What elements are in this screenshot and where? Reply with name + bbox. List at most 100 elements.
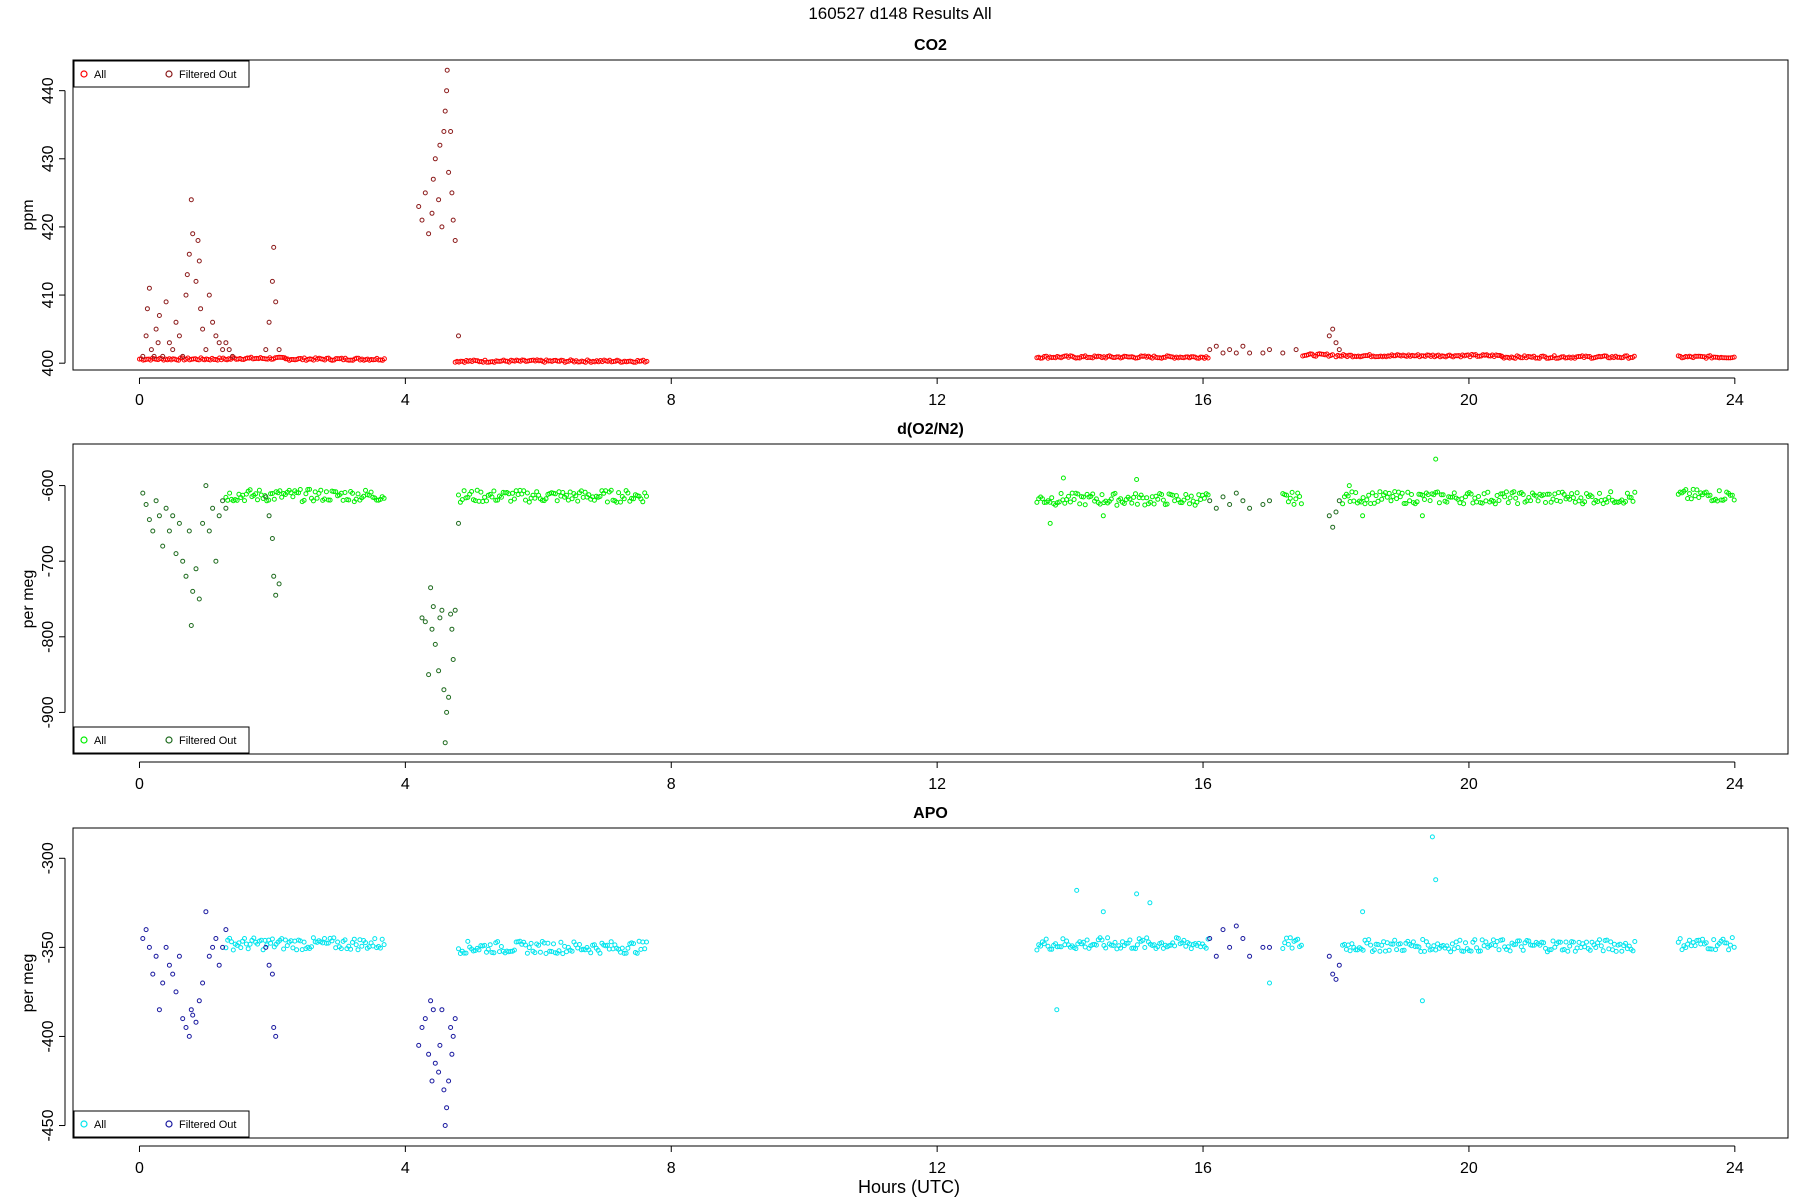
data-point [166, 528, 172, 534]
data-point [428, 585, 434, 591]
data-point [1038, 943, 1044, 949]
data-point [263, 944, 269, 950]
data-point [1134, 501, 1140, 507]
data-point [625, 945, 631, 951]
data-point [1414, 499, 1420, 505]
data-point [1503, 489, 1509, 495]
data-point [223, 505, 229, 511]
x-tick-label: 8 [667, 392, 676, 409]
data-point [331, 489, 337, 495]
data-point [276, 347, 282, 353]
data-point [1205, 355, 1211, 361]
data-point [282, 355, 288, 361]
data-point [1574, 490, 1580, 496]
data-point [1049, 946, 1055, 952]
y-axis-label: per meg [20, 570, 37, 629]
x-tick-label: 16 [1194, 392, 1212, 409]
data-point [449, 1051, 455, 1057]
data-point [1731, 354, 1737, 360]
data-point [476, 947, 482, 953]
data-point [1587, 947, 1593, 953]
x-tick-label: 20 [1460, 392, 1478, 409]
data-point [1203, 945, 1209, 951]
data-point [156, 1007, 162, 1013]
data-point [498, 944, 504, 949]
data-point [498, 494, 504, 500]
data-point [210, 944, 216, 950]
data-point [238, 945, 244, 951]
x-tick-label: 4 [401, 392, 410, 409]
data-point [1687, 491, 1692, 497]
data-point [456, 520, 461, 526]
data-point [1683, 487, 1689, 493]
data-point [230, 353, 235, 359]
data-point [359, 943, 365, 949]
data-point [183, 1025, 189, 1030]
data-point [1307, 351, 1313, 357]
data-point [1188, 946, 1194, 952]
data-point [1175, 935, 1181, 941]
data-point [1155, 496, 1161, 502]
data-point [220, 944, 226, 950]
data-point [1597, 937, 1602, 943]
data-point [1520, 492, 1526, 497]
data-point [1507, 495, 1513, 501]
data-point [1623, 940, 1628, 946]
data-point [1093, 942, 1099, 948]
data-point [1435, 489, 1441, 495]
data-point [450, 1033, 456, 1039]
data-point [355, 491, 361, 497]
data-point [545, 940, 551, 946]
data-point [256, 487, 262, 493]
data-point [569, 948, 575, 954]
data-point [213, 333, 219, 339]
data-point [363, 940, 368, 946]
data-point [1129, 500, 1135, 506]
data-point [448, 1025, 454, 1030]
data-point [1075, 491, 1081, 497]
data-point [186, 528, 192, 534]
y-tick-label: -450 [40, 1109, 57, 1141]
data-point [437, 1042, 443, 1048]
data-point [1293, 496, 1299, 502]
data-point [193, 278, 199, 284]
data-point [1567, 943, 1573, 949]
data-point [1349, 941, 1355, 947]
data-point [450, 217, 456, 223]
data-point [422, 619, 428, 625]
data-point [160, 543, 166, 549]
data-point [1593, 945, 1599, 950]
data-point [210, 319, 216, 325]
data-point [1606, 494, 1612, 500]
data-point [1333, 509, 1339, 515]
data-point [495, 497, 501, 503]
data-point [144, 306, 150, 312]
data-point [1407, 498, 1413, 504]
data-point [1220, 350, 1226, 356]
data-point [322, 936, 327, 941]
data-point [1477, 948, 1483, 954]
data-point [441, 687, 447, 693]
legend-marker [165, 70, 173, 78]
data-point [1623, 499, 1628, 505]
data-point [1550, 938, 1556, 944]
data-point [422, 190, 428, 196]
data-point [1505, 500, 1511, 506]
data-point [1336, 498, 1342, 504]
data-point [268, 940, 274, 946]
data-point [348, 946, 354, 952]
data-point [456, 492, 461, 498]
data-point [196, 258, 202, 264]
data-point [485, 946, 491, 952]
data-point [1722, 940, 1728, 946]
data-point [1080, 939, 1086, 945]
data-point [442, 1123, 448, 1128]
data-point [446, 1078, 452, 1084]
data-point [1112, 939, 1118, 945]
data-point [1392, 937, 1398, 943]
data-point [631, 496, 636, 502]
x-tick-label: 0 [135, 392, 144, 409]
y-tick-label: 410 [40, 282, 57, 309]
data-point [1082, 502, 1088, 508]
data-point [1043, 936, 1049, 942]
